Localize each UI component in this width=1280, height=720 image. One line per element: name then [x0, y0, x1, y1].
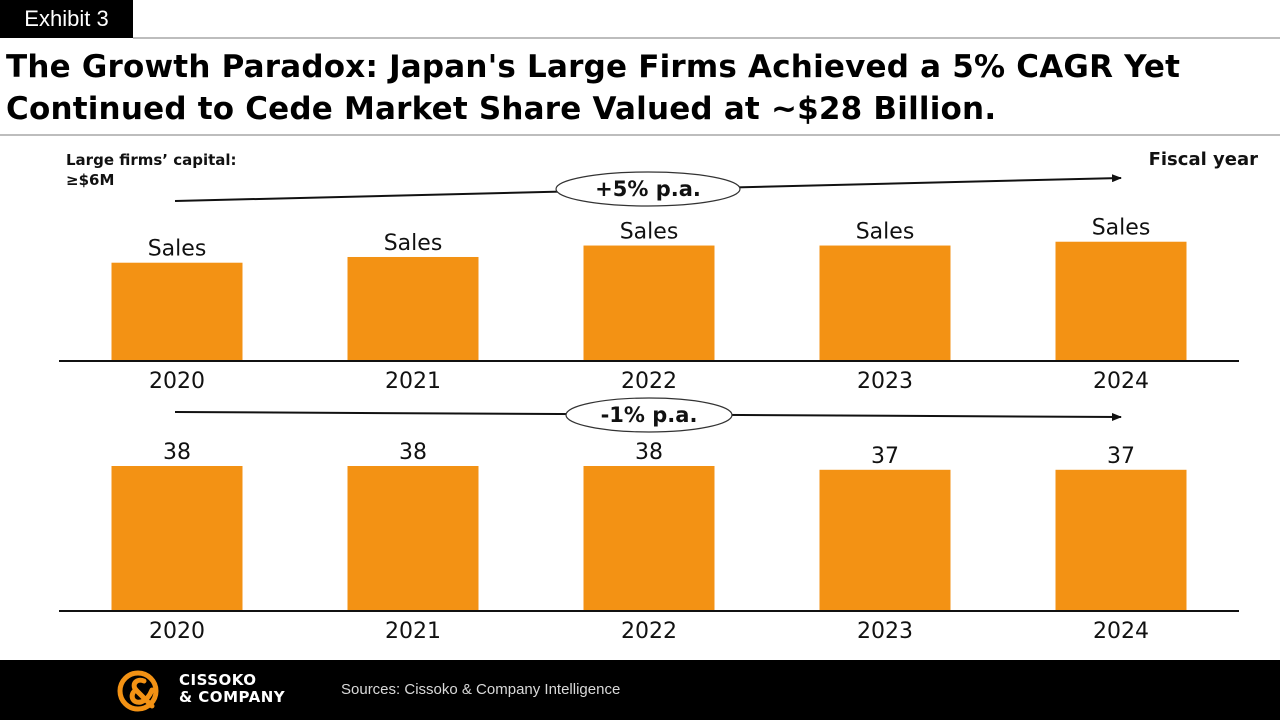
share-bar-2021 — [347, 466, 479, 610]
share-data-label-2024: 37 — [1107, 444, 1135, 469]
logo-line1: CISSOKO — [179, 671, 257, 689]
sales-bar-2022 — [583, 245, 715, 360]
capital-note-line2: ≥$6M — [66, 171, 115, 189]
sales-bar-2024 — [1055, 241, 1187, 360]
sales-tick-label-2024: 2024 — [1093, 369, 1149, 394]
sales-data-label-2020: Sales — [148, 237, 207, 262]
bar-charts: +5% p.a. Sales 2020 Sales 2021 Sales 2022 Sales… — [59, 171, 1239, 644]
share-tick-label-2021: 2021 — [385, 619, 441, 644]
exhibit-label: Exhibit 3 — [0, 0, 133, 38]
sales-bar-2023 — [819, 245, 951, 360]
sales-tick-label-2022: 2022 — [621, 369, 677, 394]
share-tick-label-2020: 2020 — [149, 619, 205, 644]
sales-data-label-2024: Sales — [1092, 216, 1151, 241]
share-data-label-2023: 37 — [871, 444, 899, 469]
company-logo-text: CISSOKO & COMPANY — [179, 672, 285, 706]
sales-growth-label: +5% p.a. — [595, 177, 701, 201]
sales-data-label-2023: Sales — [856, 220, 915, 245]
logo-line2: & COMPANY — [179, 688, 286, 706]
sources-note: Sources: Cissoko & Company Intelligence — [341, 681, 621, 698]
share-bar-2022 — [583, 466, 715, 610]
share-growth-label: -1% p.a. — [601, 403, 698, 427]
sales-bar-2020 — [111, 262, 243, 360]
capital-note-line1: Large firms’ capital: — [66, 151, 237, 169]
sales-data-label-2022: Sales — [620, 220, 679, 245]
share-tick-label-2024: 2024 — [1093, 619, 1149, 644]
sales-bar-2021 — [347, 256, 479, 360]
fiscal-year-label: Fiscal year — [1148, 149, 1258, 170]
title-divider — [0, 134, 1280, 136]
sales-growth-pill — [555, 171, 741, 207]
company-logo-icon — [117, 670, 159, 712]
share-growth-pill — [565, 397, 733, 433]
page-title: The Growth Paradox: Japan's Large Firms … — [6, 49, 1181, 127]
sales-tick-label-2020: 2020 — [149, 369, 205, 394]
sales-tick-label-2021: 2021 — [385, 369, 441, 394]
sales-data-label-2021: Sales — [384, 231, 443, 256]
share-bar-2023 — [819, 469, 951, 610]
top-divider — [133, 37, 1280, 39]
share-bar-2024 — [1055, 469, 1187, 610]
share-tick-label-2022: 2022 — [621, 619, 677, 644]
capital-note: Large firms’ capital: ≥$6M — [66, 150, 366, 190]
sales-tick-label-2023: 2023 — [857, 369, 913, 394]
share-tick-label-2023: 2023 — [857, 619, 913, 644]
share-bar-2020 — [111, 466, 243, 610]
share-data-label-2021: 38 — [399, 440, 427, 465]
share-data-label-2022: 38 — [635, 440, 663, 465]
share-data-label-2020: 38 — [163, 440, 191, 465]
footer: CISSOKO & COMPANY Sources: Cissoko & Com… — [0, 660, 1280, 720]
